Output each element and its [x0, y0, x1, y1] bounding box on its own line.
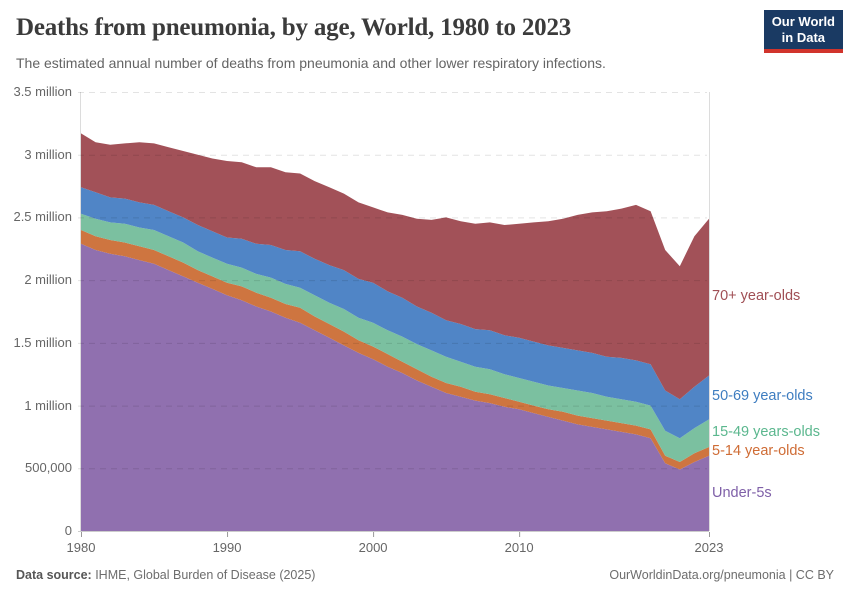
- page-subtitle: The estimated annual number of deaths fr…: [16, 55, 606, 71]
- owid-url-link[interactable]: OurWorldinData.org/pneumonia | CC BY: [609, 568, 834, 582]
- area-15-49-years-olds[interactable]: [81, 213, 709, 462]
- area-5-14-year-olds[interactable]: [81, 230, 709, 470]
- y-tick-label: 2 million: [24, 272, 72, 288]
- y-tick-label: 3 million: [24, 146, 72, 162]
- legend-label-under5s[interactable]: Under-5s: [712, 485, 772, 501]
- owid-logo-line2: in Data: [781, 30, 826, 45]
- area-70-year-olds[interactable]: [81, 133, 709, 400]
- y-tick-label: 2.5 million: [13, 209, 72, 225]
- page-title: Deaths from pneumonia, by age, World, 19…: [16, 14, 572, 41]
- x-tick-label: 1980: [66, 540, 96, 555]
- legend-label-70plus[interactable]: 70+ year-olds: [712, 288, 801, 304]
- area-50-69-year-olds[interactable]: [81, 187, 709, 439]
- chart-footer: Data source: IHME, Global Burden of Dise…: [16, 568, 834, 582]
- x-tick-label: 1990: [212, 540, 242, 555]
- area-under-5s[interactable]: [81, 243, 709, 532]
- legend-label-15-49[interactable]: 15-49 years-olds: [712, 424, 820, 440]
- x-tick-label: 2023: [694, 540, 724, 555]
- legend-label-5-14[interactable]: 5-14 year-olds: [712, 443, 805, 459]
- y-tick-label: 0: [64, 523, 72, 538]
- data-source-label: Data source:: [16, 568, 92, 582]
- legend-label-50-69[interactable]: 50-69 year-olds: [712, 388, 813, 404]
- y-tick-label: 500,000: [25, 460, 72, 476]
- y-tick-label: 1 million: [24, 397, 72, 413]
- data-source-note: Data source: IHME, Global Burden of Dise…: [16, 568, 315, 582]
- x-tick-label: 2010: [504, 540, 534, 555]
- owid-logo-line1: Our World: [771, 14, 835, 29]
- y-tick-label: 1.5 million: [13, 334, 72, 350]
- x-tick-label: 2000: [358, 540, 388, 555]
- y-tick-label: 3.5 million: [13, 84, 72, 99]
- data-source-text: IHME, Global Burden of Disease (2025): [91, 568, 316, 582]
- owid-logo[interactable]: Our World in Data: [763, 10, 843, 53]
